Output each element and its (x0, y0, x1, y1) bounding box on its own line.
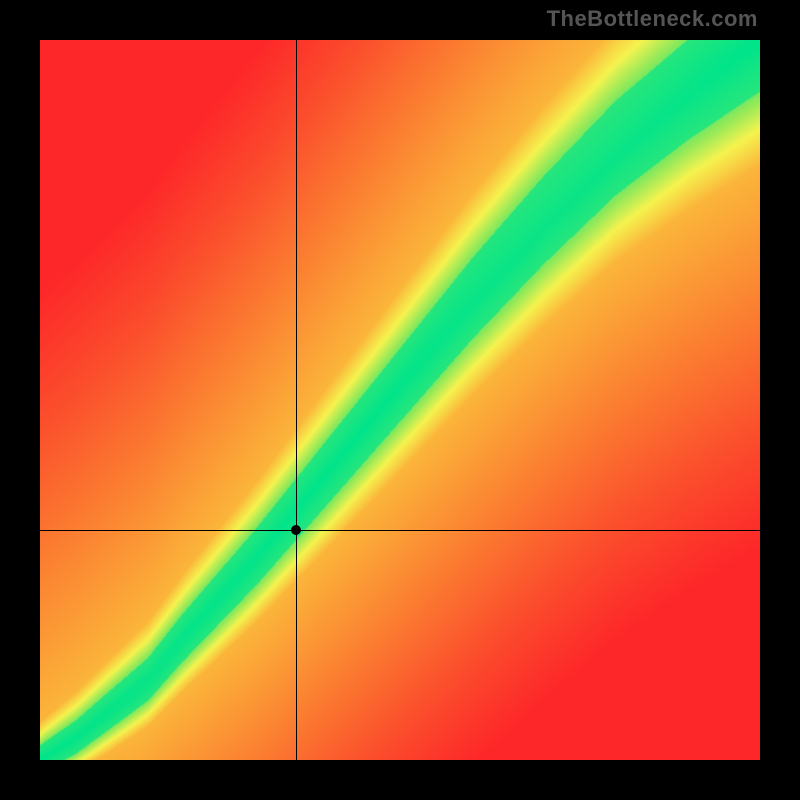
bottleneck-heatmap (40, 40, 760, 760)
selected-point-marker[interactable] (291, 525, 301, 535)
crosshair-horizontal (40, 530, 760, 531)
plot-area (40, 40, 760, 760)
watermark-text: TheBottleneck.com (547, 6, 758, 32)
chart-frame: TheBottleneck.com (0, 0, 800, 800)
crosshair-vertical (296, 40, 297, 760)
